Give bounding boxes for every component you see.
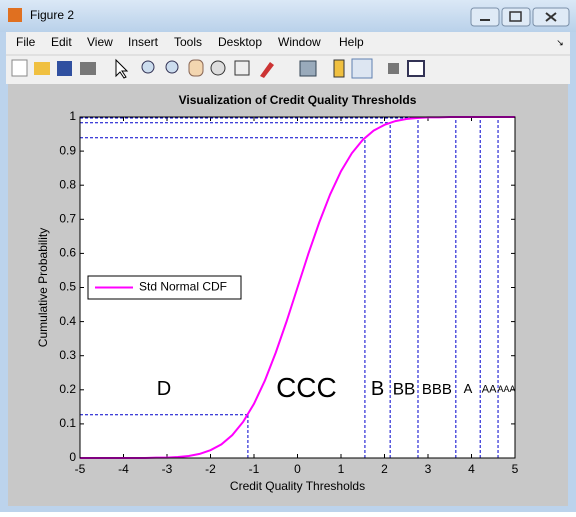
region-label: AAA <box>498 384 516 394</box>
region-label: BB <box>393 379 416 398</box>
y-tick-label: 0.1 <box>59 416 76 430</box>
x-tick-label: -3 <box>162 462 173 476</box>
y-tick-label: 0 <box>69 450 76 464</box>
menu-item[interactable]: Insert <box>128 35 159 49</box>
toolbar <box>11 58 425 79</box>
menu-item[interactable]: Window <box>278 35 321 49</box>
menu-item[interactable]: File <box>16 35 36 49</box>
y-axis-label: Cumulative Probability <box>36 228 50 347</box>
menu-item[interactable]: Desktop <box>218 35 262 49</box>
menu-item[interactable]: View <box>87 35 113 49</box>
axes-frame <box>79 116 516 459</box>
close-icon <box>545 12 557 22</box>
x-tick-label: 3 <box>425 462 432 476</box>
pan-icon[interactable] <box>188 59 204 77</box>
legend-box <box>87 275 242 300</box>
x-tick-label: 5 <box>512 462 519 476</box>
arrow-icon[interactable] <box>115 58 129 79</box>
hide-tools-icon[interactable] <box>388 63 399 74</box>
legend-label: Std Normal CDF <box>139 280 227 294</box>
region-label: BBB <box>422 381 452 398</box>
y-tick-label: 0.7 <box>59 211 76 225</box>
zoom-in-icon[interactable] <box>141 60 155 74</box>
minimize-button[interactable] <box>470 7 500 27</box>
y-tick-label: 0.9 <box>59 143 76 157</box>
y-tick-label: 0.6 <box>59 246 76 260</box>
menu-item[interactable]: Edit <box>51 35 72 49</box>
x-tick-label: -4 <box>118 462 129 476</box>
maximize-icon <box>509 11 522 22</box>
print-icon[interactable] <box>80 62 96 75</box>
x-tick-label: -5 <box>75 462 86 476</box>
y-tick-label: 0.4 <box>59 314 76 328</box>
maximize-button[interactable] <box>501 7 531 27</box>
brush-icon[interactable] <box>260 62 274 78</box>
rotate-icon[interactable] <box>210 60 226 76</box>
link-icon[interactable] <box>299 60 317 77</box>
menu-item[interactable]: Help <box>339 35 364 49</box>
y-tick-label: 0.8 <box>59 177 76 191</box>
x-tick-label: 1 <box>338 462 345 476</box>
y-tick-label: 0.3 <box>59 348 76 362</box>
region-label: AA <box>482 384 497 396</box>
save-icon[interactable] <box>57 61 72 76</box>
show-tools-icon[interactable] <box>407 60 425 77</box>
chart-title: Visualization of Credit Quality Threshol… <box>179 93 417 107</box>
menu-item[interactable]: Tools <box>174 35 202 49</box>
x-tick-label: -1 <box>249 462 260 476</box>
y-tick-label: 0.2 <box>59 382 76 396</box>
colorbar-icon[interactable] <box>333 59 345 78</box>
new-icon[interactable] <box>11 59 28 77</box>
open-icon[interactable] <box>34 62 50 75</box>
menu-bar: File Edit View Insert Tools Desktop Window Help <box>16 35 364 49</box>
menu-arrow: ↘ <box>556 37 564 47</box>
datacursor-icon[interactable] <box>234 60 250 76</box>
x-tick-label: -2 <box>205 462 216 476</box>
x-tick-label: 4 <box>468 462 475 476</box>
app-icon <box>8 8 22 22</box>
x-axis-label: Credit Quality Thresholds <box>230 479 365 493</box>
x-tick-label: 0 <box>294 462 301 476</box>
region-label: CCC <box>276 372 337 403</box>
y-tick-label: 0.5 <box>59 280 76 294</box>
region-label: D <box>157 378 171 400</box>
y-tick-label: 1 <box>69 109 76 123</box>
region-label: A <box>464 381 473 396</box>
window-title: Figure 2 <box>30 8 74 22</box>
legend-icon[interactable] <box>351 58 373 79</box>
x-tick-label: 2 <box>381 462 388 476</box>
menu-toolbar-area <box>6 32 570 84</box>
zoom-out-icon[interactable] <box>165 60 179 74</box>
region-label: B <box>371 378 384 400</box>
